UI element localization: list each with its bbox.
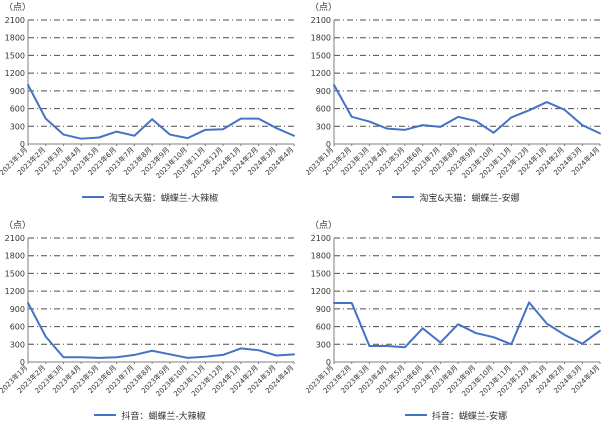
chart-svg: （点）030060090012001500180021002023年1月2023…	[0, 218, 300, 428]
y-tick-label: 1200	[311, 69, 331, 78]
unit-label: （点）	[4, 220, 31, 231]
chart-svg: （点）030060090012001500180021002023年1月2023…	[306, 218, 606, 428]
y-tick-label: 1500	[5, 51, 25, 60]
y-tick-label: 900	[316, 87, 331, 96]
y-tick-label: 600	[316, 323, 331, 332]
y-tick-label: 300	[10, 340, 25, 349]
y-tick-label: 1200	[5, 69, 25, 78]
y-tick-label: 600	[316, 105, 331, 114]
y-tick-label: 300	[10, 122, 25, 131]
legend-line-swatch	[392, 196, 414, 198]
legend-label: 淘宝&天猫：蝴蝶兰-大辣椒	[109, 191, 218, 204]
y-tick-label: 1500	[311, 269, 331, 278]
y-tick-label: 1800	[311, 34, 331, 43]
y-tick-label: 2100	[5, 16, 25, 25]
unit-label: （点）	[310, 220, 337, 231]
y-tick-label: 1200	[5, 287, 25, 296]
y-tick-label: 900	[316, 305, 331, 314]
y-tick-label: 2100	[311, 234, 331, 243]
legend: 抖音：蝴蝶兰-安娜	[306, 406, 606, 424]
y-tick-label: 1500	[5, 269, 25, 278]
y-tick-label: 1800	[5, 252, 25, 261]
y-tick-label: 900	[10, 87, 25, 96]
chart-svg: （点）030060090012001500180021002023年1月2023…	[306, 0, 606, 210]
y-tick-label: 600	[10, 105, 25, 114]
y-tick-label: 1200	[311, 287, 331, 296]
unit-label: （点）	[4, 2, 31, 13]
chart-svg: （点）030060090012001500180021002023年1月2023…	[0, 0, 300, 210]
legend: 淘宝&天猫：蝴蝶兰-安娜	[306, 188, 606, 206]
y-tick-label: 1800	[5, 34, 25, 43]
y-tick-label: 2100	[311, 16, 331, 25]
y-tick-label: 300	[316, 122, 331, 131]
unit-label: （点）	[310, 2, 337, 13]
series-line	[28, 303, 294, 358]
legend-line-swatch	[82, 196, 104, 198]
y-tick-label: 900	[10, 305, 25, 314]
legend: 淘宝&天猫：蝴蝶兰-大辣椒	[0, 188, 300, 206]
legend: 抖音：蝴蝶兰-大辣椒	[0, 406, 300, 424]
y-tick-label: 300	[316, 340, 331, 349]
series-line	[28, 85, 294, 139]
y-tick-label: 1500	[311, 51, 331, 60]
y-tick-label: 1800	[311, 252, 331, 261]
y-tick-label: 2100	[5, 234, 25, 243]
legend-line-swatch	[405, 414, 427, 416]
legend-label: 淘宝&天猫：蝴蝶兰-安娜	[419, 191, 519, 204]
y-tick-label: 600	[10, 323, 25, 332]
legend-line-swatch	[94, 414, 116, 416]
